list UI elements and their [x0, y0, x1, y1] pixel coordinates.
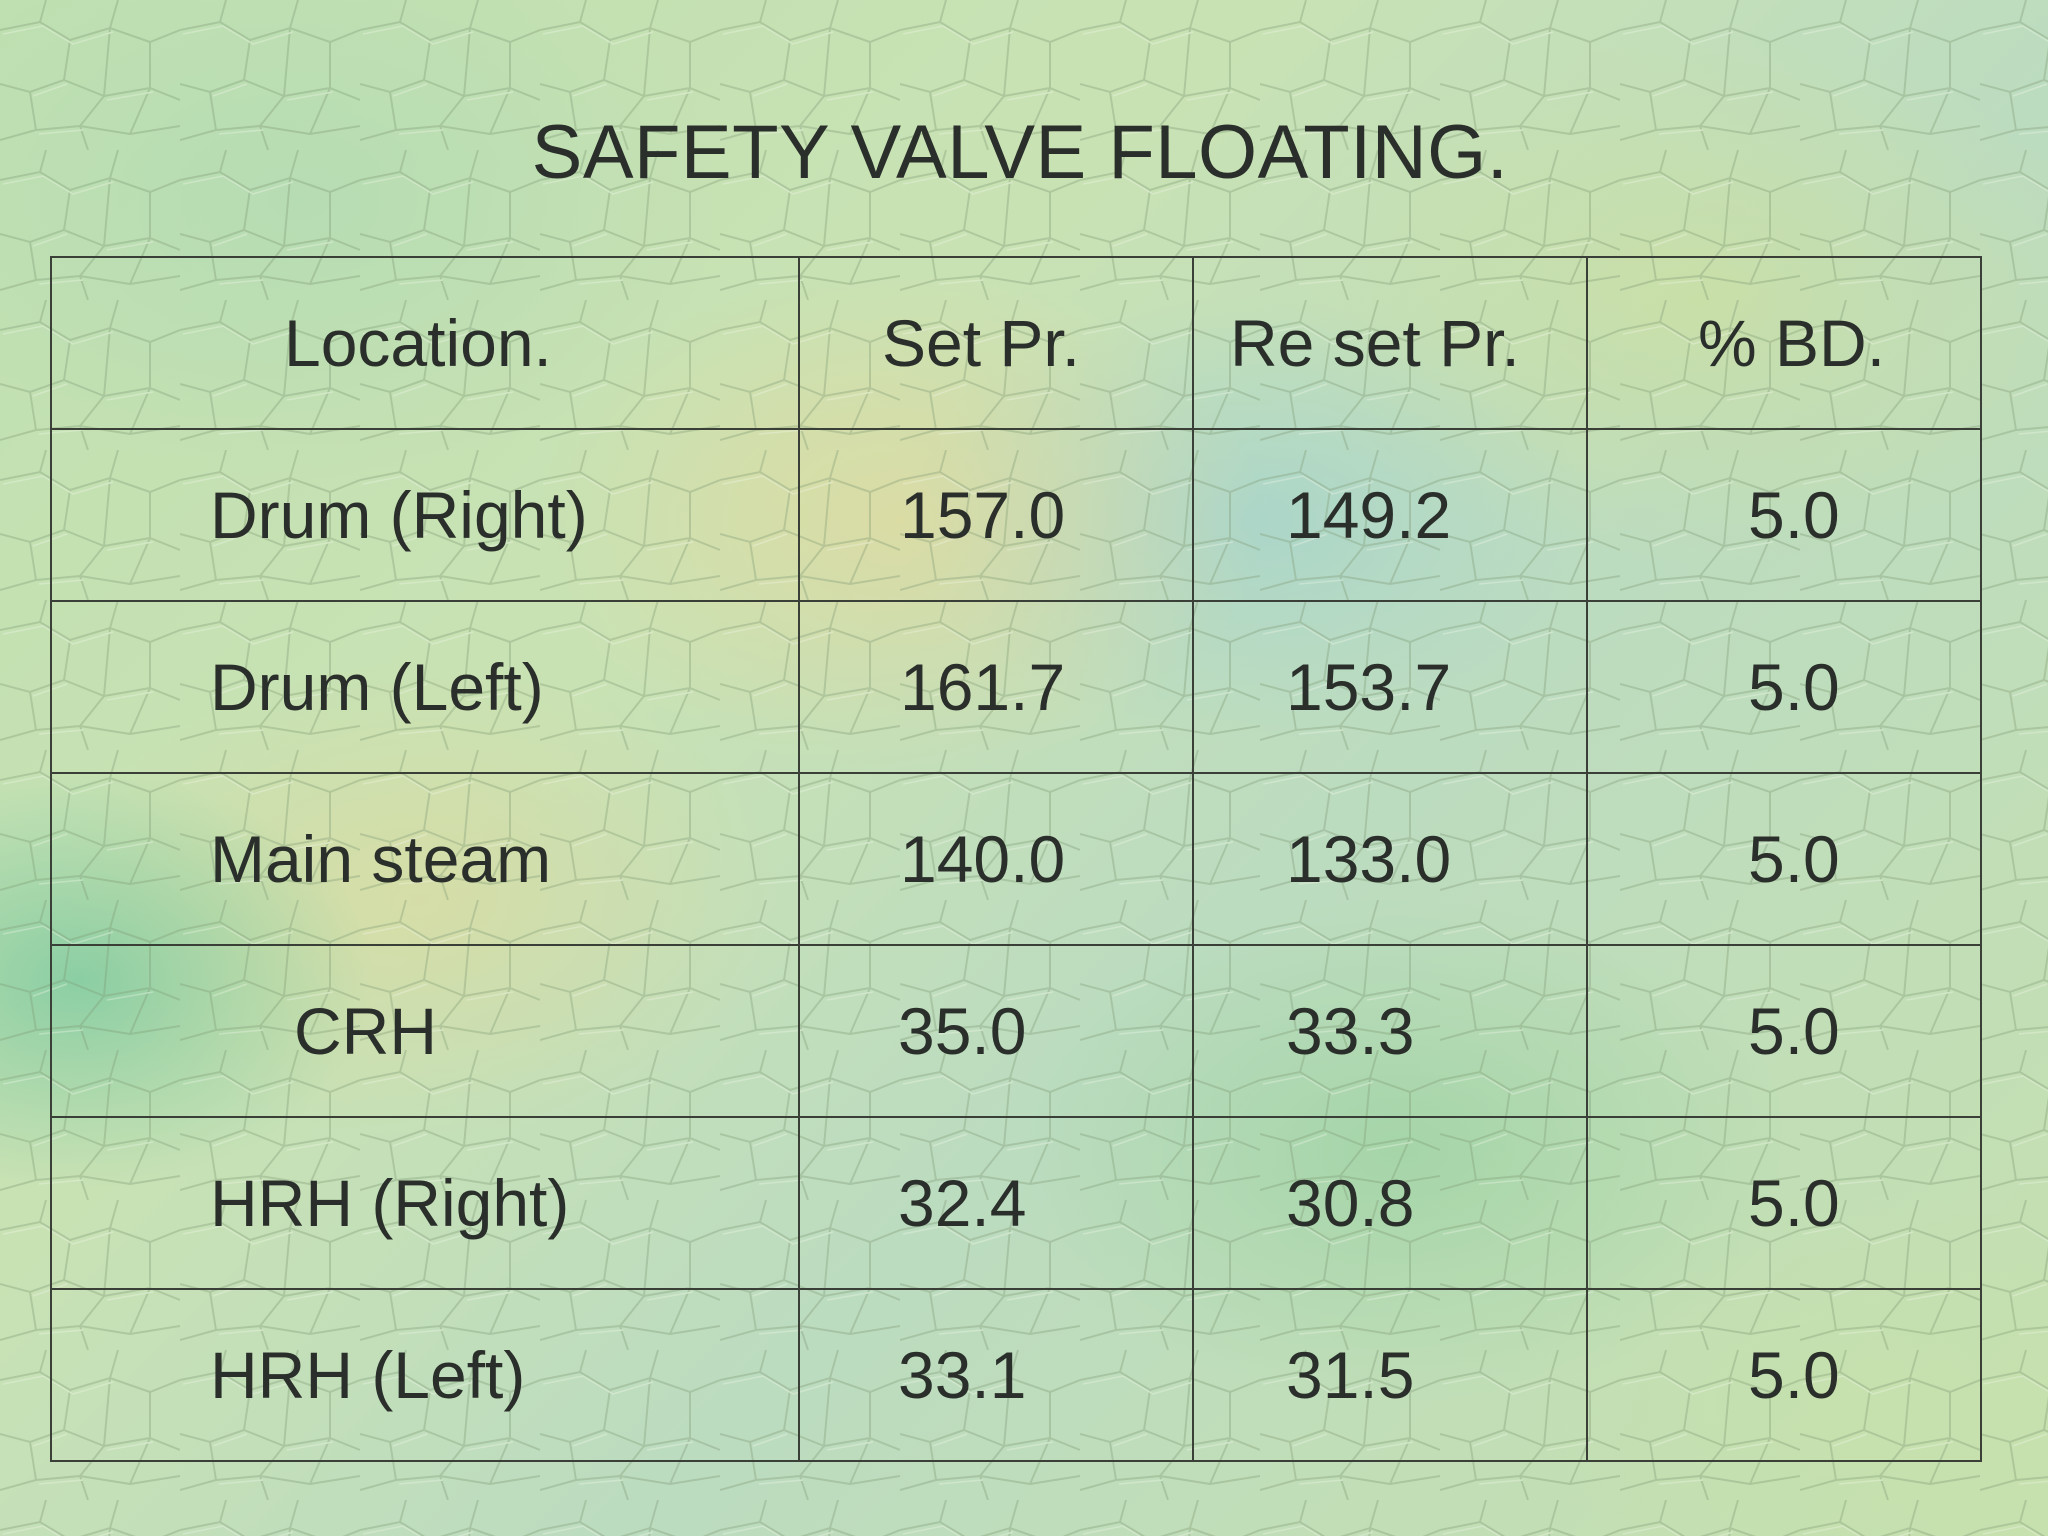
- reset-pressure-cell: 31.5: [1192, 1288, 1588, 1462]
- location-cell: CRH: [50, 944, 800, 1118]
- reset-pressure-cell: 149.2: [1192, 428, 1588, 602]
- location-cell: Drum (Right): [50, 428, 800, 602]
- table-row: CRH 35.0 33.3 5.0: [50, 944, 1982, 1118]
- set-pressure-cell: 140.0: [798, 772, 1194, 946]
- table-row: HRH (Left) 33.1 31.5 5.0: [50, 1288, 1982, 1462]
- blowdown-cell: 5.0: [1586, 428, 1982, 602]
- location-cell: Main steam: [50, 772, 800, 946]
- slide-title: SAFETY VALVE FLOATING.: [531, 110, 1509, 195]
- table-row: Main steam 140.0 133.0 5.0: [50, 772, 1982, 946]
- table-row: HRH (Right) 32.4 30.8 5.0: [50, 1116, 1982, 1290]
- set-pressure-cell: 161.7: [798, 600, 1194, 774]
- safety-valve-table: Location. Set Pr. Re set Pr. % BD. Drum …: [50, 256, 1982, 1462]
- reset-pressure-cell: 33.3: [1192, 944, 1588, 1118]
- table-row: Drum (Left) 161.7 153.7 5.0: [50, 600, 1982, 774]
- reset-pressure-cell: 133.0: [1192, 772, 1588, 946]
- blowdown-cell: 5.0: [1586, 1116, 1982, 1290]
- location-cell: HRH (Left): [50, 1288, 800, 1462]
- location-cell: HRH (Right): [50, 1116, 800, 1290]
- blowdown-cell: 5.0: [1586, 944, 1982, 1118]
- set-pressure-cell: 157.0: [798, 428, 1194, 602]
- blowdown-cell: 5.0: [1586, 600, 1982, 774]
- table-header-row: Location. Set Pr. Re set Pr. % BD.: [50, 256, 1982, 430]
- column-header-location: Location.: [50, 256, 800, 430]
- reset-pressure-cell: 153.7: [1192, 600, 1588, 774]
- location-cell: Drum (Left): [50, 600, 800, 774]
- blowdown-cell: 5.0: [1586, 1288, 1982, 1462]
- reset-pressure-cell: 30.8: [1192, 1116, 1588, 1290]
- set-pressure-cell: 33.1: [798, 1288, 1194, 1462]
- column-header-set-pressure: Set Pr.: [798, 256, 1194, 430]
- set-pressure-cell: 35.0: [798, 944, 1194, 1118]
- column-header-blowdown: % BD.: [1586, 256, 1982, 430]
- table-row: Drum (Right) 157.0 149.2 5.0: [50, 428, 1982, 602]
- blowdown-cell: 5.0: [1586, 772, 1982, 946]
- column-header-reset-pressure: Re set Pr.: [1192, 256, 1588, 430]
- set-pressure-cell: 32.4: [798, 1116, 1194, 1290]
